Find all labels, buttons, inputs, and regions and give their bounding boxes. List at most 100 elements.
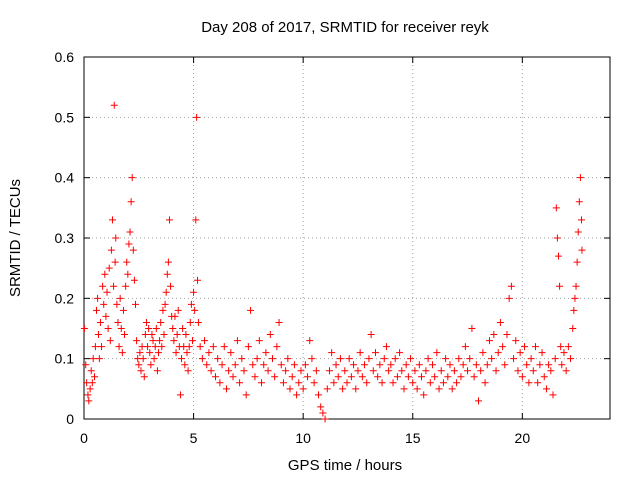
data-point xyxy=(140,373,148,381)
data-point xyxy=(446,361,454,369)
data-point xyxy=(128,174,136,182)
data-point xyxy=(507,282,515,290)
data-point xyxy=(461,343,469,351)
data-point xyxy=(369,367,377,375)
data-point xyxy=(98,343,106,351)
data-point xyxy=(110,282,118,290)
data-point xyxy=(523,361,531,369)
data-point xyxy=(178,355,186,363)
data-point xyxy=(350,361,358,369)
data-point xyxy=(575,198,583,206)
data-point xyxy=(170,337,178,345)
data-point xyxy=(411,367,419,375)
data-point xyxy=(479,349,487,357)
data-point xyxy=(172,349,180,357)
data-point xyxy=(578,246,586,254)
data-point xyxy=(299,385,307,393)
data-point xyxy=(525,379,533,387)
data-point xyxy=(125,240,133,248)
data-point xyxy=(115,343,123,351)
data-point xyxy=(328,349,336,357)
data-point xyxy=(85,397,93,405)
y-tick-label: 0.3 xyxy=(55,230,75,246)
data-point xyxy=(547,367,555,375)
data-point xyxy=(167,282,175,290)
data-point xyxy=(191,306,199,314)
data-point xyxy=(505,294,513,302)
data-point xyxy=(194,318,202,326)
data-point xyxy=(106,337,114,345)
data-point xyxy=(371,349,379,357)
data-point xyxy=(345,355,353,363)
data-point xyxy=(494,349,502,357)
data-point xyxy=(136,349,144,357)
data-point xyxy=(181,361,189,369)
data-point xyxy=(171,312,179,320)
y-tick-label: 0.1 xyxy=(55,351,75,367)
data-point xyxy=(264,367,272,375)
data-point xyxy=(319,409,327,417)
data-point xyxy=(396,349,404,357)
data-point xyxy=(105,264,113,272)
data-point xyxy=(389,379,397,387)
data-point xyxy=(94,331,102,339)
data-point xyxy=(457,373,465,381)
data-point xyxy=(398,367,406,375)
data-point xyxy=(562,367,570,375)
data-point xyxy=(472,361,480,369)
data-point xyxy=(574,228,582,236)
data-point xyxy=(556,282,564,290)
data-point xyxy=(534,379,542,387)
data-point xyxy=(149,337,157,345)
data-point xyxy=(158,343,166,351)
data-point xyxy=(233,337,241,345)
data-point xyxy=(483,361,491,369)
data-point xyxy=(123,258,131,266)
data-point xyxy=(554,252,562,260)
data-point xyxy=(293,391,301,399)
data-point xyxy=(186,318,194,326)
data-point xyxy=(130,276,138,284)
data-point xyxy=(570,306,578,314)
data-point xyxy=(173,331,181,339)
data-point xyxy=(104,325,112,332)
data-point xyxy=(212,373,219,381)
y-tick-label: 0 xyxy=(66,411,74,427)
y-axis-title: SRMTID / TECUs xyxy=(7,179,24,297)
plot-frame xyxy=(83,56,611,420)
axis-ticks: 0 0.1 0.2 0.3 0.4 0.5 0.6 0 5 10 15 20 xyxy=(55,49,610,446)
data-point xyxy=(194,276,202,284)
chart-title: Day 208 of 2017, SRMTID for receiver rey… xyxy=(201,19,489,36)
data-point xyxy=(521,343,529,351)
data-point xyxy=(426,379,434,387)
data-point xyxy=(545,361,553,369)
data-point xyxy=(187,300,195,308)
data-point xyxy=(112,234,120,242)
data-point xyxy=(222,385,230,393)
data-point xyxy=(218,361,226,369)
data-point xyxy=(216,379,224,387)
grid-lines xyxy=(84,57,610,419)
data-point xyxy=(385,367,393,375)
data-point xyxy=(161,300,169,308)
data-point xyxy=(114,318,122,326)
data-point xyxy=(260,361,268,369)
data-point xyxy=(310,379,318,387)
y-tick-label: 0.2 xyxy=(55,290,75,306)
data-point xyxy=(308,355,316,363)
data-point xyxy=(332,361,340,369)
data-point xyxy=(251,373,259,381)
data-point xyxy=(325,367,333,375)
data-point xyxy=(147,361,155,369)
data-point xyxy=(290,361,298,369)
data-point xyxy=(144,343,152,351)
data-point xyxy=(185,343,193,351)
data-point xyxy=(529,367,537,375)
data-point xyxy=(564,343,572,351)
data-point xyxy=(142,318,150,326)
data-point xyxy=(227,349,235,357)
data-point xyxy=(301,361,309,369)
data-point xyxy=(567,355,575,363)
data-point xyxy=(527,355,535,363)
